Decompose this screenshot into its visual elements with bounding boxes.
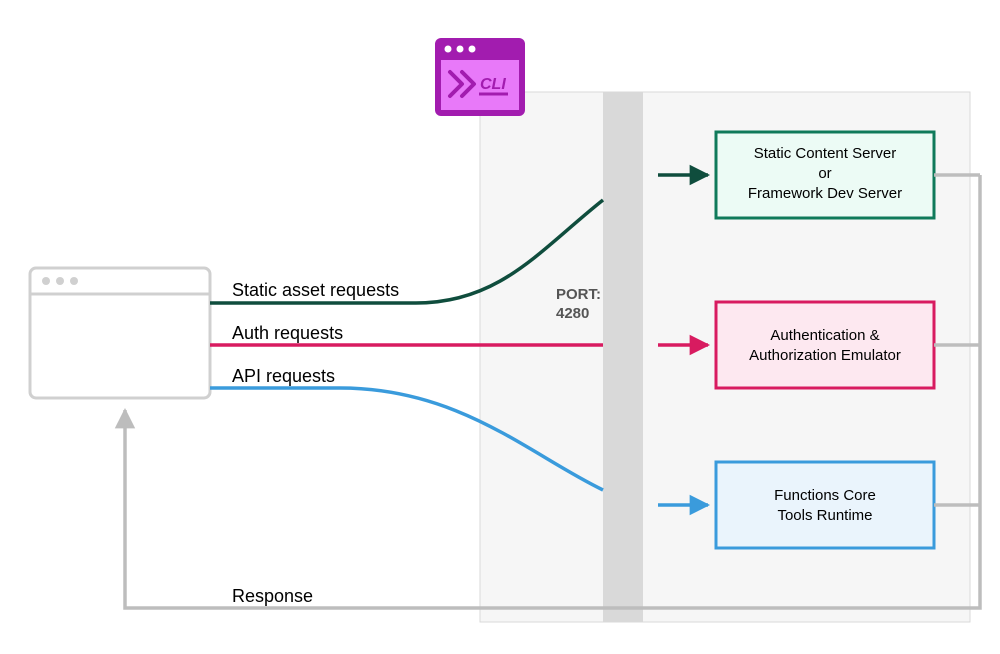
box-auth-line1: Authentication & [770, 327, 879, 344]
box-static-line3: Framework Dev Server [748, 185, 902, 202]
flow-api-label: API requests [232, 366, 335, 386]
cli-label: CLI [480, 76, 506, 93]
flow-auth-label: Auth requests [232, 323, 343, 343]
port-bar [603, 92, 643, 622]
port-label-2: 4280 [556, 305, 589, 322]
flow-response-label: Response [232, 586, 313, 606]
box-auth-line2: Authorization Emulator [749, 347, 901, 364]
cli-badge: CLI [435, 38, 525, 116]
box-static-line2: or [818, 165, 831, 182]
box-api-line2: Tools Runtime [777, 507, 872, 524]
port-label-1: PORT: [556, 286, 601, 303]
box-api-line1: Functions Core [774, 487, 876, 504]
box-static-line1: Static Content Server [754, 145, 897, 162]
architecture-diagram: PORT: 4280 CLI [0, 0, 1000, 654]
browser-window [30, 268, 210, 398]
flow-static-label: Static asset requests [232, 280, 399, 300]
